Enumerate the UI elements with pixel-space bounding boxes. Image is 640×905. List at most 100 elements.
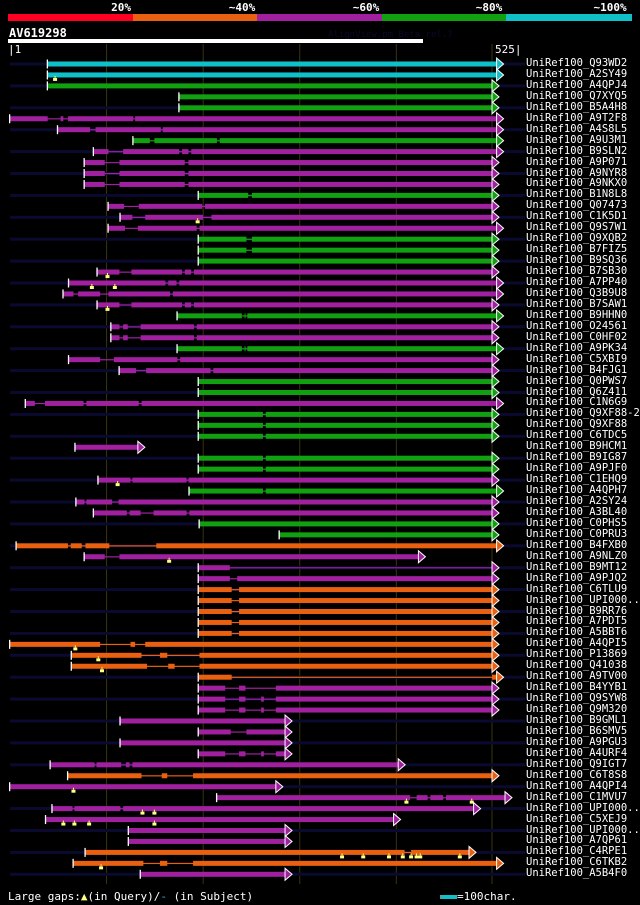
hit-name[interactable]: UniRef100_Q9XF88 <box>526 418 628 431</box>
hit-name[interactable]: UniRef100_C6T8S8 <box>526 768 628 781</box>
hit-name[interactable]: UniRef100_A4QPJ4 <box>526 78 628 91</box>
hit-name[interactable]: UniRef100_UPI000.. <box>526 823 640 836</box>
alignment-arrow-icon <box>496 67 505 83</box>
hit-name[interactable]: UniRef100_B9HHN0 <box>526 308 628 321</box>
hit-name[interactable]: UniRef100_A9NLZ0 <box>526 549 628 562</box>
hit-name[interactable]: UniRef100_A2SY24 <box>526 495 628 507</box>
hit-name[interactable]: UniRef100_A9PJF0 <box>526 462 628 475</box>
query-gap-marker-icon <box>62 820 64 823</box>
hit-name[interactable]: UniRef100_C0HF02 <box>526 330 628 343</box>
hit-name[interactable]: UniRef100_B4FJG1 <box>526 363 628 376</box>
hit-name[interactable]: UniRef100_UPI000.. <box>526 801 640 814</box>
hit-name[interactable]: UniRef100_A9NKX0 <box>526 177 628 190</box>
hit-name[interactable]: UniRef100_B6SMV5 <box>526 724 628 737</box>
hit-name[interactable]: UniRef100_A4URF4 <box>526 746 628 759</box>
hit-name[interactable]: UniRef100_Q3B9U8 <box>526 286 628 299</box>
hit-name[interactable]: UniRef100_A9U3M1 <box>526 133 628 146</box>
alignment-segment <box>44 400 84 406</box>
hit-name[interactable]: UniRef100_A5B4F0 <box>526 867 628 880</box>
alignment-segment <box>25 400 35 406</box>
alignment-segment <box>132 477 187 483</box>
hit-name[interactable]: UniRef100_C4RPE1 <box>526 845 628 858</box>
hit-name[interactable]: UniRef100_A4QPH7 <box>526 484 628 497</box>
hit-name[interactable]: UniRef100_B9HCM1 <box>526 440 628 453</box>
hit-name[interactable]: UniRef100_A7PP40 <box>526 276 628 288</box>
hit-name[interactable]: UniRef100_B5A4H8 <box>526 100 628 113</box>
hit-name[interactable]: UniRef100_A4QPI4 <box>526 779 628 792</box>
hit-name[interactable]: UniRef100_C5XBI9 <box>526 352 628 365</box>
hit-name[interactable]: UniRef100_B9MT12 <box>526 560 628 573</box>
hit-name[interactable]: UniRef100_Q7XYQ5 <box>526 89 628 102</box>
hit-name[interactable]: UniRef100_B4YYB1 <box>526 681 628 694</box>
hit-name[interactable]: UniRef100_Q07473 <box>526 199 628 212</box>
alignment-segment <box>182 149 189 155</box>
alignment-arrow-icon <box>491 637 500 652</box>
hit-name[interactable]: UniRef100_Q9S7W1 <box>526 221 628 234</box>
hit-name[interactable]: UniRef100_B9SQ36 <box>526 254 628 267</box>
hit-name[interactable]: UniRef100_A9T2F8 <box>526 111 628 124</box>
hit-name[interactable]: UniRef100_A9TV00 <box>526 670 628 683</box>
alignment-start-tick <box>44 815 47 825</box>
alignment-arrow-icon <box>491 505 500 521</box>
hit-name[interactable]: UniRef100_B9GML1 <box>526 714 628 726</box>
hit-name[interactable]: UniRef100_Q41038 <box>526 659 628 672</box>
alignment-segment <box>198 619 232 625</box>
hit-name[interactable]: UniRef100_B4FXB0 <box>526 538 628 551</box>
hit-name[interactable]: UniRef100_Q9IGT7 <box>526 757 628 770</box>
hit-name[interactable]: UniRef100_B9RR76 <box>526 604 628 617</box>
hit-name[interactable]: UniRef100_A3BL40 <box>526 505 628 518</box>
hit-name[interactable]: UniRef100_B7SB30 <box>526 265 628 278</box>
hit-name[interactable]: UniRef100_UPI000.. <box>526 593 640 606</box>
alignment-segment <box>45 817 394 823</box>
hit-name[interactable]: UniRef100_Q93WD2 <box>526 57 628 69</box>
hit-name[interactable]: UniRef100_A9PJQ2 <box>526 571 628 584</box>
hit-name[interactable]: UniRef100_C1MVU7 <box>526 790 628 803</box>
hit-name[interactable]: UniRef100_C6TLU9 <box>526 582 628 595</box>
alignment-segment <box>73 860 144 866</box>
hit-name[interactable]: UniRef100_A9PGU3 <box>526 735 628 748</box>
hit-name[interactable]: UniRef100_A9PK34 <box>526 341 628 354</box>
alignment-start-tick <box>66 771 69 781</box>
hit-name[interactable]: UniRef100_A5BBT6 <box>526 626 628 639</box>
hit-name[interactable]: UniRef100_C5XEJ9 <box>526 812 628 825</box>
alignment-start-tick <box>70 650 72 660</box>
hit-name[interactable]: UniRef100_Q9SYW8 <box>526 692 628 705</box>
hit-name[interactable]: UniRef100_C0PHS5 <box>526 516 628 529</box>
hit-name[interactable]: UniRef100_B7SAW1 <box>526 297 628 310</box>
hit-name[interactable]: UniRef100_B9SLN2 <box>526 144 628 157</box>
alignment-segment <box>118 499 492 505</box>
legend-label-3: ~60% <box>352 1 380 14</box>
alignment-start-tick <box>197 388 199 397</box>
query-gap-marker-icon <box>471 798 473 801</box>
hit-name[interactable]: UniRef100_B1N8L8 <box>526 188 628 201</box>
hit-name[interactable]: UniRef100_Q6Z411 <box>526 385 628 398</box>
alignment-segment <box>93 510 127 516</box>
hit-name[interactable]: UniRef100_Q9XF88-2 <box>526 407 640 420</box>
hit-name[interactable]: UniRef100_C1N6G9 <box>526 396 628 409</box>
hit-name[interactable]: UniRef100_A4QPI5 <box>526 637 628 650</box>
hit-name[interactable]: UniRef100_O24561 <box>526 319 628 332</box>
hit-name[interactable]: UniRef100_A4S8L5 <box>526 122 628 135</box>
hit-name[interactable]: UniRef100_Q0PWS7 <box>526 374 628 387</box>
hit-name[interactable]: UniRef100_Q9M320 <box>526 703 628 716</box>
hit-name[interactable]: UniRef100_C6TKB2 <box>526 856 628 869</box>
hit-name[interactable]: UniRef100_C0PRU3 <box>526 527 628 540</box>
hit-name[interactable]: UniRef100_A7PDT5 <box>526 615 628 628</box>
hit-name[interactable]: UniRef100_A9NYR8 <box>526 166 628 179</box>
hit-name[interactable]: UniRef100_A9P071 <box>526 155 628 168</box>
hit-name[interactable]: UniRef100_C6TDC5 <box>526 429 628 442</box>
hit-name[interactable]: UniRef100_B7FIZ5 <box>526 243 628 256</box>
query-gap-marker-icon <box>115 483 120 487</box>
hit-name[interactable]: UniRef100_C1K5D1 <box>526 210 628 223</box>
alignment-start-tick <box>96 300 98 310</box>
hit-name[interactable]: UniRef100_C1EHQ9 <box>526 473 628 486</box>
hit-name[interactable]: UniRef100_Q9XQB2 <box>526 232 628 245</box>
alignment-arrow-icon <box>496 538 505 553</box>
hit-name[interactable]: UniRef100_B9IG87 <box>526 451 628 464</box>
hit-name[interactable]: UniRef100_P13869 <box>526 648 628 661</box>
hit-name[interactable]: UniRef100_A7QP61 <box>526 834 628 847</box>
alignment-segment <box>239 707 246 713</box>
alignment-start-tick <box>178 92 180 102</box>
hit-name[interactable]: UniRef100_A2SY49 <box>526 67 628 80</box>
alignment-segment <box>86 499 113 505</box>
